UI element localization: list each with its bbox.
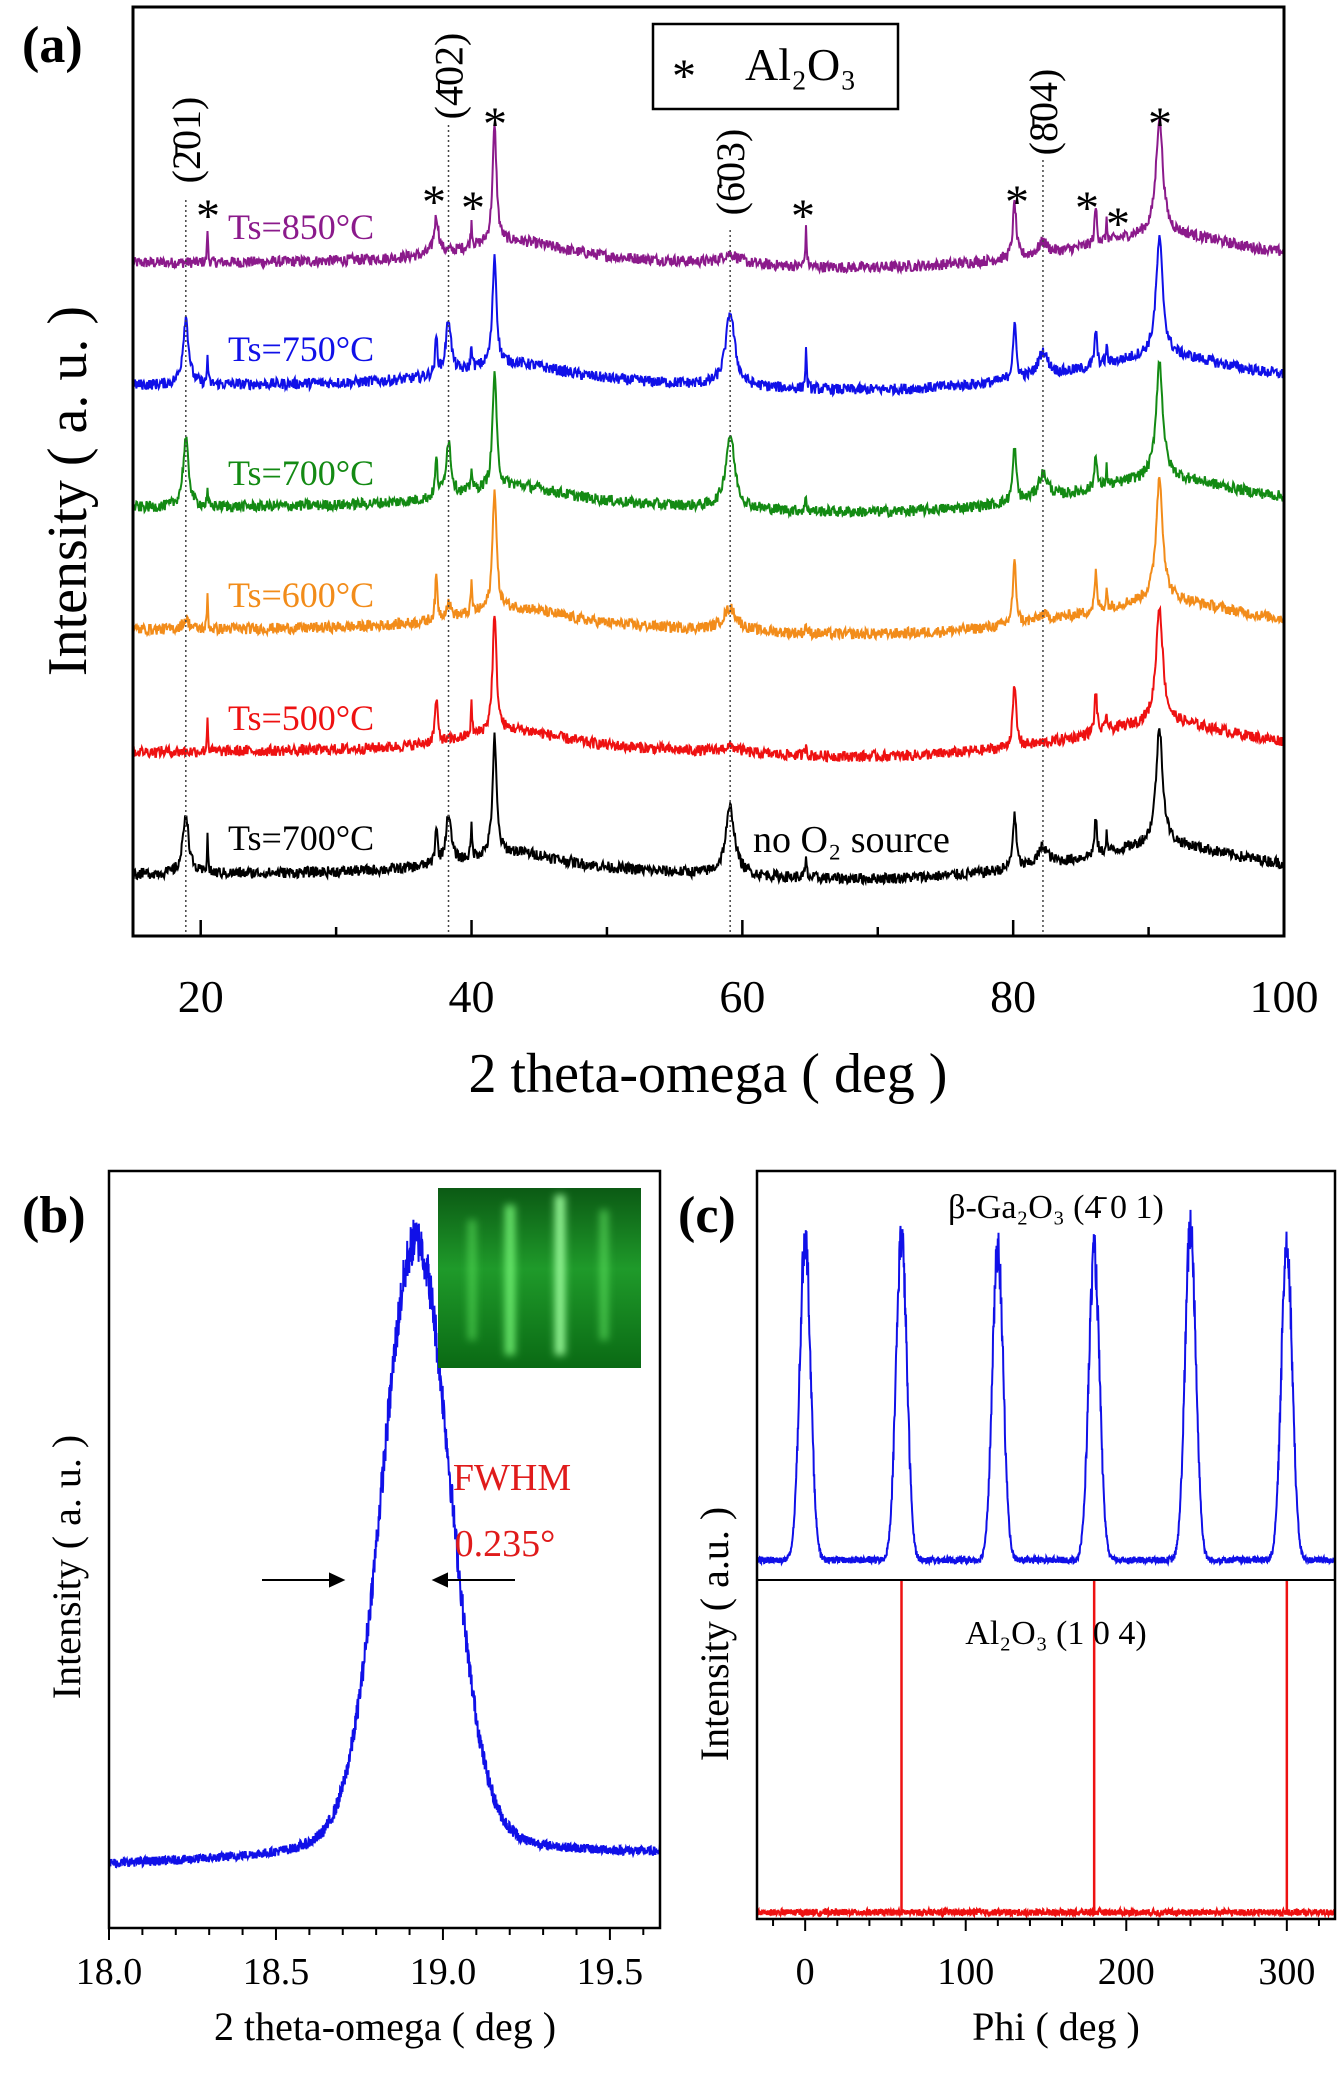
panel-c-x-label: Phi ( deg ) xyxy=(972,2004,1140,2049)
panel-c-label: (c) xyxy=(678,1187,736,1244)
panel-c-x-axis: 0 100 200 300 xyxy=(772,1919,1320,1993)
series-line-1 xyxy=(132,235,1285,398)
fwhm-arrows xyxy=(262,1572,515,1588)
series-line-4 xyxy=(132,604,1285,763)
panel-a-reflections: (2̄01) (4̄02) (6̄03) (8̄04) xyxy=(164,33,1066,936)
panel-a-x-label: 2 theta-omega ( deg ) xyxy=(469,1043,948,1105)
rheed-inset xyxy=(438,1188,641,1368)
left-arrowhead-icon xyxy=(329,1572,346,1588)
panel-c-y-label: Intensity ( a.u. ) xyxy=(692,1507,737,1761)
asterisk-marker-2: * xyxy=(461,182,485,235)
series-line-2 xyxy=(132,359,1285,520)
legend-symbol: * xyxy=(672,50,696,103)
legend: * Al₂O₃ xyxy=(651,22,900,111)
al2o3-series-label: Al₂O₃ (1 0 4) xyxy=(965,1615,1146,1652)
panel-c-frame xyxy=(755,1169,1337,1921)
rheed-streaks xyxy=(468,1195,608,1355)
panel-a-label: (a) xyxy=(22,17,83,74)
al2o3-phi-scan-baseline xyxy=(756,1905,1336,1920)
series-line-0 xyxy=(132,115,1285,275)
series-label-3: Ts=600°C xyxy=(228,575,374,615)
fwhm-value: 0.235° xyxy=(455,1523,556,1565)
x-tick-label: 300 xyxy=(1258,1951,1315,1993)
x-tick-label: 80 xyxy=(990,971,1036,1022)
x-tick-label: 100 xyxy=(937,1951,994,1993)
panel-b: (b) FWHM 0.235° 18.0 18.5 19.0 19.5 2 theta… xyxy=(22,1169,662,2049)
series-line-3 xyxy=(132,476,1285,642)
legend-box xyxy=(651,22,900,111)
x-tick-label: 100 xyxy=(1250,971,1319,1022)
panel-a-frame xyxy=(131,5,1286,938)
panel-a-curves xyxy=(132,115,1285,887)
panel-a-series-labels: Ts=850°C Ts=750°C Ts=700°C Ts=600°C Ts=500°C… xyxy=(228,207,374,858)
panel-a-x-axis: 20 40 60 80 100 xyxy=(178,920,1319,1022)
legend-label: Al₂O₃ xyxy=(745,39,856,90)
reflection-label-2: (6̄03) xyxy=(708,129,753,216)
ga2o3-series-label: β-Ga₂O₃ (4̄ 0 1) xyxy=(948,1189,1164,1226)
asterisk-marker-3: * xyxy=(483,98,507,151)
no-o2-source-note: no O₂ source xyxy=(753,819,950,861)
x-tick-label: 19.0 xyxy=(410,1951,477,1993)
x-tick-label: 18.5 xyxy=(243,1951,310,1993)
panel-b-y-label: Intensity ( a. u. ) xyxy=(44,1435,89,1699)
asterisk-marker-7: * xyxy=(1106,198,1130,251)
series-label-1: Ts=750°C xyxy=(228,329,374,369)
x-tick-label: 19.5 xyxy=(577,1951,644,1993)
reflection-label-1: (4̄02) xyxy=(427,33,472,120)
series-label-0: Ts=850°C xyxy=(228,207,374,247)
x-tick-label: 40 xyxy=(449,971,495,1022)
reflection-label-3: (8̄04) xyxy=(1021,69,1066,156)
series-label-2: Ts=700°C xyxy=(228,453,374,493)
fwhm-label: FWHM xyxy=(453,1457,571,1499)
series-label-4: Ts=500°C xyxy=(228,698,374,738)
x-tick-label: 200 xyxy=(1098,1951,1155,1993)
omega-scan-line xyxy=(108,1219,661,1869)
panel-c-curves xyxy=(756,1209,1336,1920)
panel-b-x-axis: 18.0 18.5 19.0 19.5 xyxy=(76,1928,645,1993)
right-arrowhead-icon xyxy=(431,1572,448,1588)
x-tick-label: 18.0 xyxy=(76,1951,143,1993)
panel-b-label: (b) xyxy=(22,1187,86,1244)
x-tick-label: 60 xyxy=(719,971,765,1022)
x-tick-label: 0 xyxy=(796,1951,815,1993)
asterisk-marker-0: * xyxy=(196,190,220,243)
x-tick-label: 20 xyxy=(178,971,224,1022)
panel-a-substrate-markers: * * *** * * ** xyxy=(196,98,1172,251)
series-label-5: Ts=700°C xyxy=(228,818,374,858)
ga2o3-phi-scan-line xyxy=(756,1209,1336,1567)
series-line-5 xyxy=(132,728,1285,887)
asterisk-marker-8: * xyxy=(1148,98,1172,151)
panel-b-frame xyxy=(107,1169,662,1930)
panel-c: (c) β-Ga₂O₃ (4̄ 0 1) Al₂O₃ (1 0 4) 0 100 2… xyxy=(678,1169,1337,2049)
asterisk-marker-4: * xyxy=(791,190,815,243)
panel-a-y-label: Intensity ( a. u. ) xyxy=(37,306,99,676)
panel-b-x-label: 2 theta-omega ( deg ) xyxy=(214,2004,556,2049)
panel-a: (a) (2̄01)(4̄02)(6̄03)(8̄04) * * *** * * ** T… xyxy=(22,5,1319,1105)
panel-b-curves xyxy=(108,1219,661,1869)
asterisk-marker-1: * xyxy=(422,176,446,229)
reflection-label-0: (2̄01) xyxy=(164,97,209,184)
asterisk-marker-6: * xyxy=(1075,182,1099,235)
asterisk-marker-5: * xyxy=(1005,176,1029,229)
